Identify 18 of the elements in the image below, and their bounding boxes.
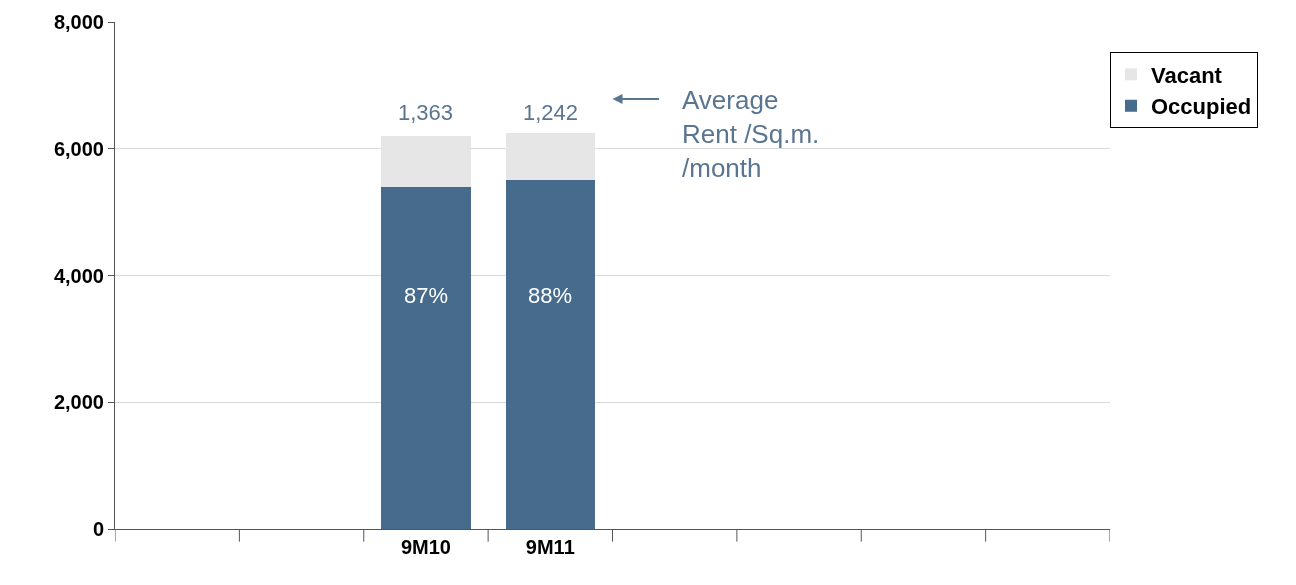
annotation: 88% [528,283,573,308]
x-tick-label: 9M11 [525,536,575,558]
annotation: 1,363 [398,100,454,125]
bar [505,180,596,529]
bar [381,186,471,529]
annotation: 1,242 [523,100,579,125]
annotation: Average Rent /Sq.m. /month [682,85,820,183]
bar [505,132,596,181]
y-tick-label: 6,000 [53,137,104,160]
y-tick-label: 8,000 [53,11,104,33]
annotation: 87% [404,283,449,308]
bar [381,136,471,187]
legend-label: Occupied [1151,94,1252,120]
y-tick-label: 0 [92,518,104,540]
x-tick-label: 9M10 [400,536,451,558]
y-tick-label: 2,000 [53,391,104,414]
y-tick-label: 4,000 [53,264,104,287]
legend-label: Vacant [1151,62,1223,88]
